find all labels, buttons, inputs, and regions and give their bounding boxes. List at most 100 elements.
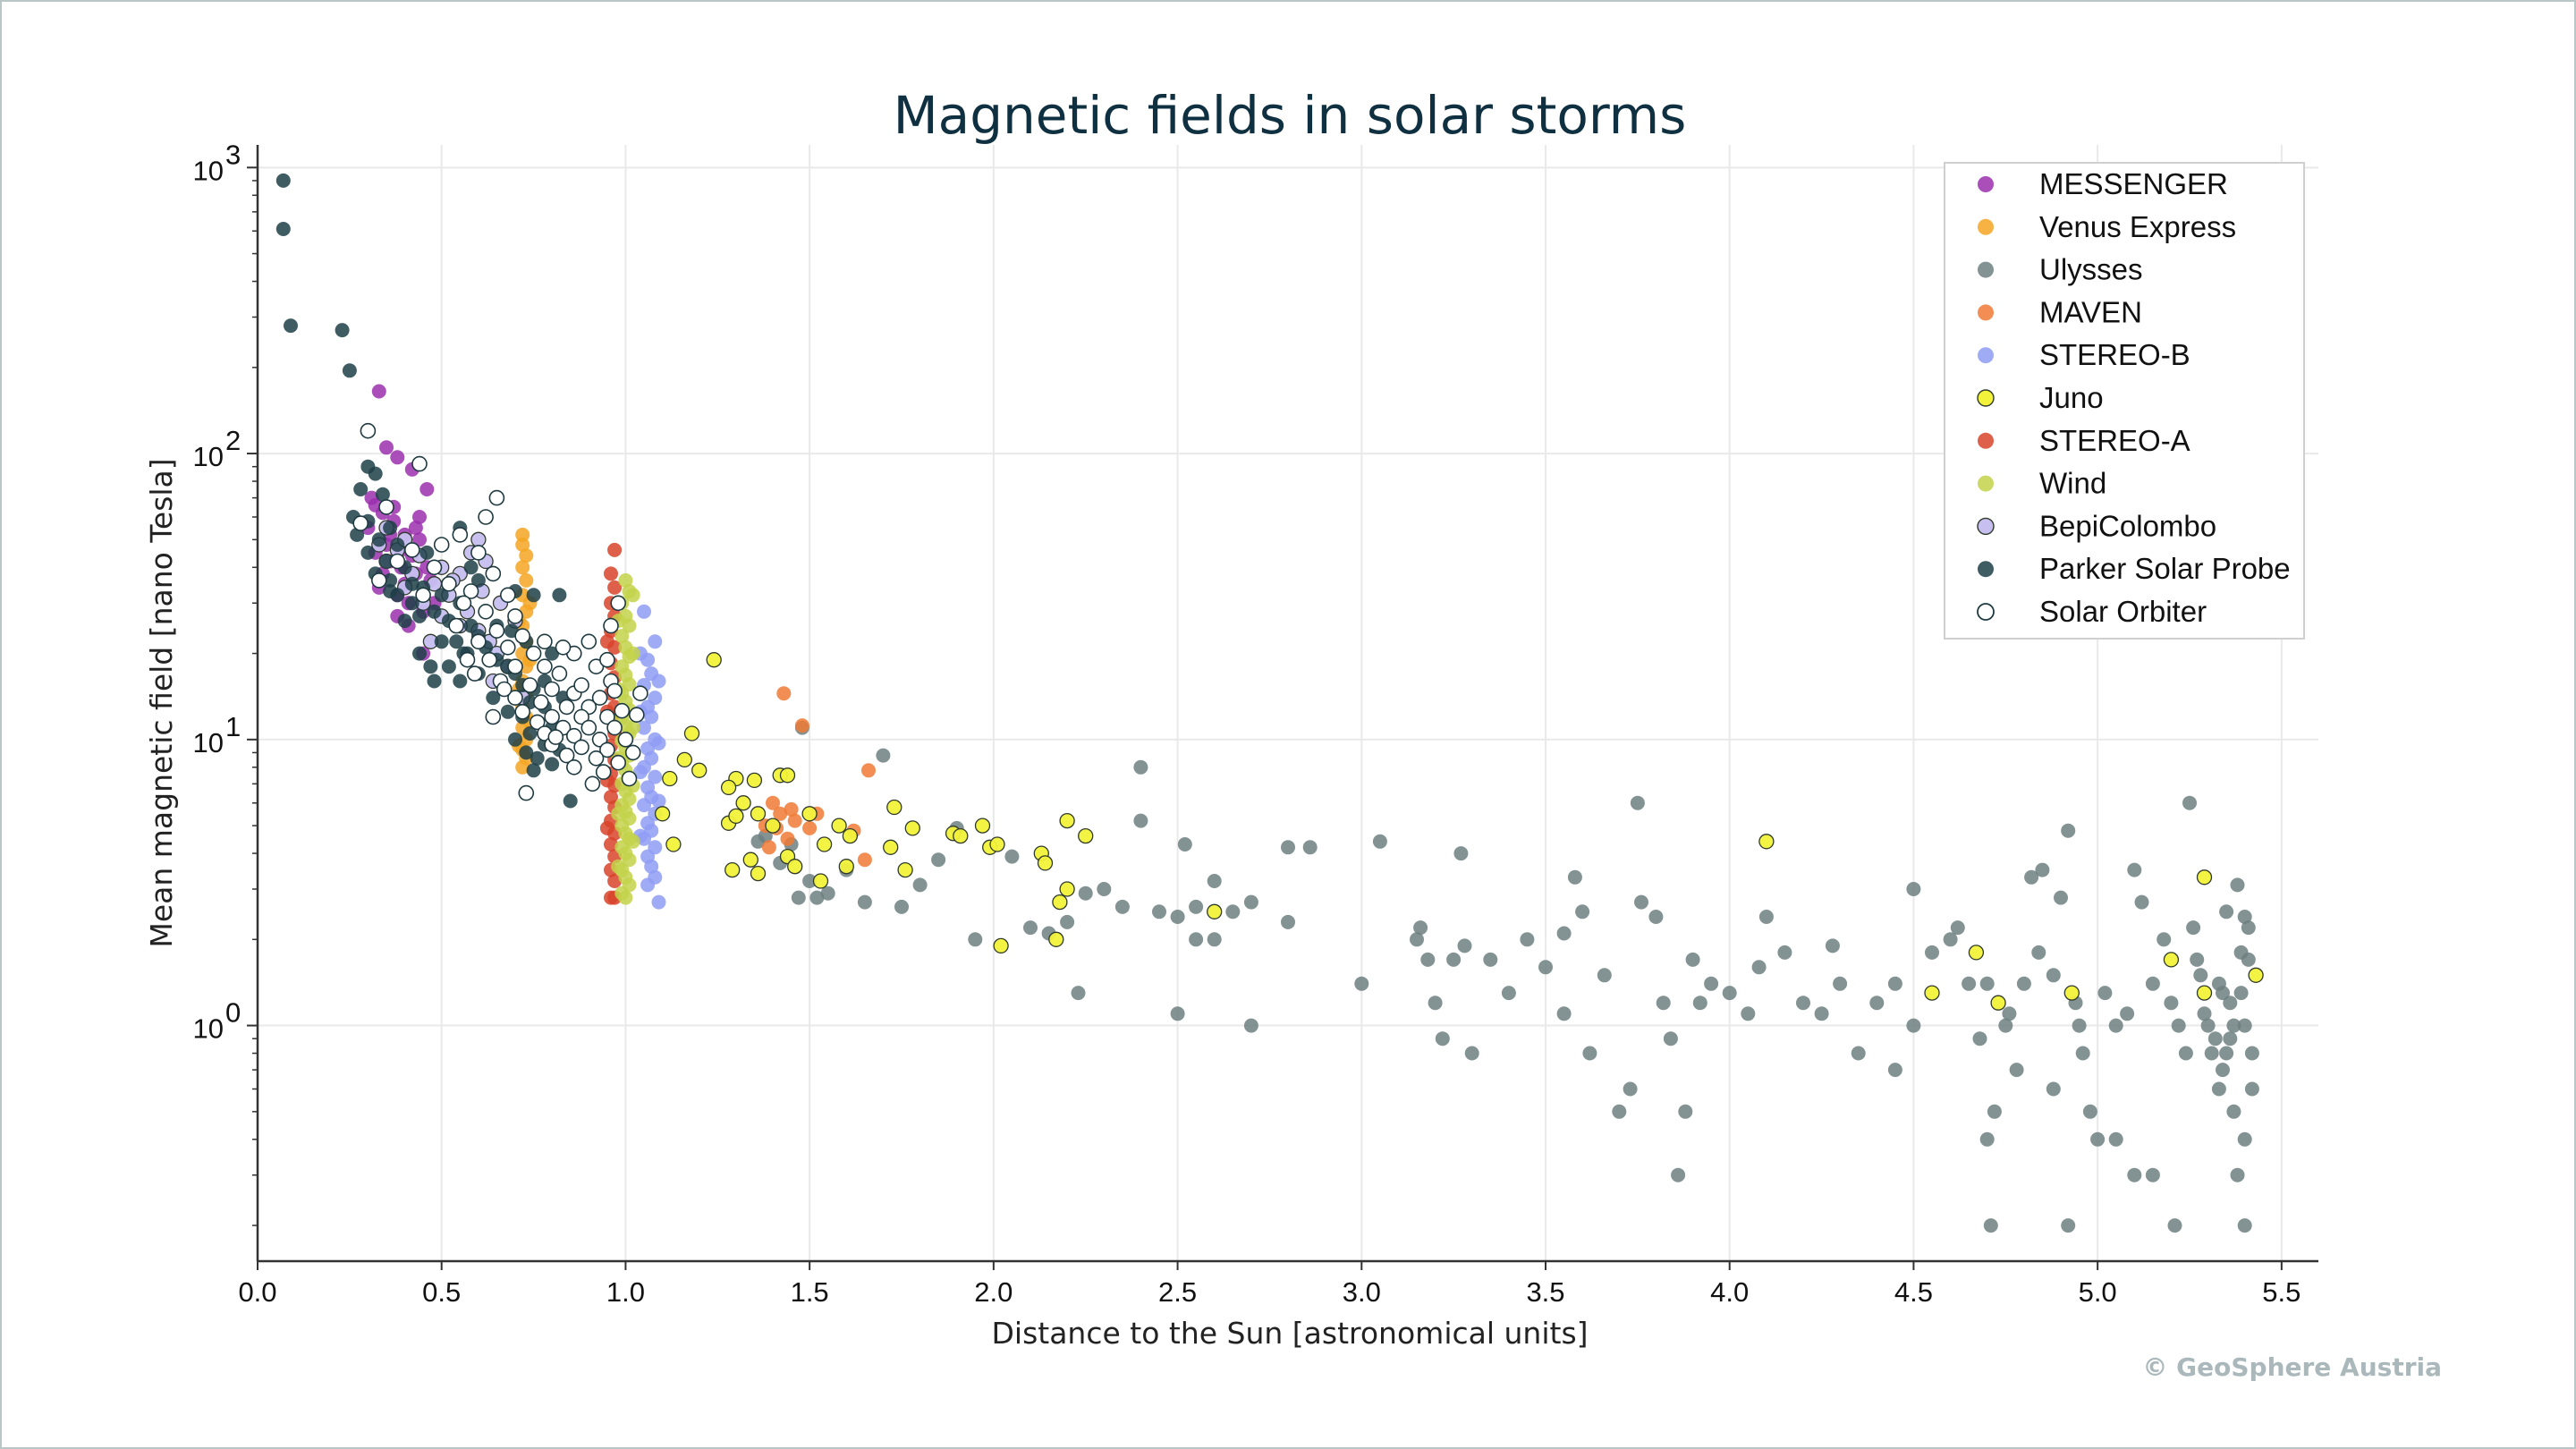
- data-point: [1538, 960, 1553, 975]
- data-point: [820, 886, 835, 901]
- data-point: [383, 521, 398, 536]
- data-point: [463, 560, 479, 575]
- data-point: [514, 703, 531, 720]
- data-point: [2226, 1018, 2241, 1033]
- axes: [256, 145, 2318, 1263]
- data-point: [1114, 899, 1130, 914]
- y-tick-exponent: 2: [225, 425, 241, 456]
- data-point: [1887, 1063, 1902, 1078]
- data-point: [637, 720, 651, 735]
- data-point: [412, 646, 427, 661]
- data-point: [625, 720, 640, 735]
- data-point: [2164, 996, 2179, 1011]
- data-point: [1634, 894, 1648, 910]
- data-point: [2108, 1131, 2123, 1147]
- data-point: [2046, 968, 2061, 983]
- y-tick-label: 10: [193, 1013, 224, 1045]
- data-point: [2072, 1018, 2087, 1033]
- data-point: [563, 793, 578, 809]
- data-point: [637, 604, 651, 619]
- data-point: [618, 890, 633, 905]
- data-point: [371, 384, 386, 399]
- data-point: [1825, 938, 1840, 953]
- data-point: [607, 542, 623, 557]
- data-point: [2219, 904, 2234, 919]
- data-point: [499, 587, 516, 604]
- data-point: [2167, 1218, 2182, 1233]
- data-point: [2171, 1018, 2186, 1033]
- data-point: [1078, 886, 1093, 901]
- data-point: [519, 745, 534, 760]
- data-point: [651, 894, 666, 910]
- data-point: [607, 874, 623, 888]
- data-points: [275, 173, 2264, 1233]
- data-point: [411, 455, 428, 472]
- data-point: [2061, 1218, 2076, 1233]
- data-point: [618, 572, 633, 588]
- data-point: [802, 820, 818, 835]
- data-point: [486, 691, 501, 706]
- data-point: [378, 499, 394, 515]
- data-point: [2230, 877, 2245, 893]
- data-point: [488, 489, 505, 506]
- data-point: [525, 645, 542, 662]
- data-point: [648, 769, 663, 784]
- y-tick-exponent: 3: [225, 139, 241, 170]
- data-point: [1243, 894, 1258, 910]
- data-point: [1170, 1006, 1185, 1021]
- x-tick-label: 3.0: [1343, 1276, 1381, 1308]
- data-point: [1906, 882, 1921, 896]
- data-point: [427, 604, 442, 619]
- legend-label: MESSENGER: [2039, 167, 2228, 200]
- data-point: [507, 658, 523, 675]
- data-point: [1133, 759, 1148, 775]
- data-point: [750, 806, 767, 822]
- data-point: [607, 580, 623, 595]
- data-point: [537, 633, 553, 650]
- data-point: [2145, 1167, 2160, 1182]
- data-point: [275, 222, 291, 236]
- data-point: [353, 482, 369, 496]
- data-point: [573, 677, 589, 693]
- x-axis-label: Distance to the Sun [astronomical units]: [991, 1316, 1588, 1351]
- legend-label: BepiColombo: [2039, 509, 2216, 542]
- data-point: [1059, 812, 1075, 829]
- data-point: [2241, 920, 2256, 936]
- data-point: [1979, 1131, 1995, 1147]
- data-point: [1656, 996, 1671, 1011]
- chart-title: Magnetic fields in solar storms: [894, 85, 1687, 146]
- legend-marker: [1978, 218, 1994, 235]
- data-point: [500, 704, 515, 719]
- data-point: [761, 840, 776, 855]
- data-point: [1078, 827, 1094, 844]
- data-point: [552, 588, 567, 603]
- data-point: [1453, 846, 1469, 861]
- data-point: [1435, 1031, 1450, 1046]
- data-point: [2196, 985, 2213, 1001]
- data-point: [463, 618, 479, 633]
- data-point: [412, 608, 427, 623]
- data-point: [2134, 894, 2149, 910]
- data-point: [648, 634, 663, 649]
- data-point: [683, 725, 700, 741]
- data-point: [1983, 1218, 1998, 1233]
- data-point: [779, 767, 796, 784]
- data-point: [794, 718, 809, 733]
- y-tick-exponent: 1: [225, 711, 241, 742]
- data-point: [481, 651, 498, 668]
- data-point: [2211, 1081, 2226, 1097]
- data-point: [2244, 1081, 2259, 1097]
- data-point: [522, 726, 538, 741]
- data-point: [1413, 920, 1428, 936]
- data-point: [433, 537, 450, 553]
- data-point: [614, 702, 631, 719]
- x-tick-label: 1.5: [791, 1276, 829, 1308]
- data-point: [651, 793, 666, 809]
- data-point: [897, 861, 913, 878]
- data-point: [1302, 840, 1318, 855]
- data-point: [518, 784, 535, 801]
- data-point: [1597, 968, 1612, 983]
- data-point: [728, 808, 744, 825]
- data-point: [426, 559, 443, 576]
- data-point: [838, 859, 854, 875]
